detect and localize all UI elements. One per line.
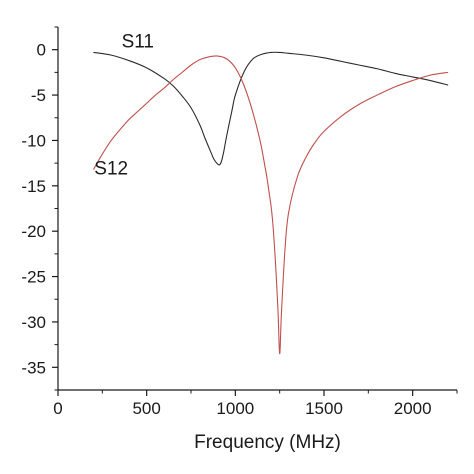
y-tick-label: -5 — [31, 86, 46, 105]
series-label-s12: S12 — [94, 159, 128, 180]
x-tick-label: 2000 — [394, 399, 432, 418]
series-line-s12 — [92, 55, 449, 355]
series-label-s11: S11 — [122, 32, 154, 53]
y-tick-label: -35 — [21, 358, 46, 377]
series-line-s11 — [93, 51, 449, 166]
x-axis-title: Frequency (MHz) — [194, 432, 341, 453]
ticks — [52, 26, 458, 396]
y-tick-label: -10 — [21, 131, 46, 150]
plot-area — [92, 51, 449, 355]
x-tick-label: 1000 — [216, 399, 254, 418]
x-tick-label: 0 — [53, 399, 62, 418]
y-tick-label: -15 — [21, 177, 46, 196]
y-tick-label: -20 — [21, 222, 46, 241]
y-tick-label: -25 — [21, 268, 46, 287]
x-tick-label: 1500 — [305, 399, 343, 418]
labels: 0 500 1000 1500 2000 0 -5 -10 -15 -20 -25 -30 -35 S11… — [21, 32, 431, 418]
x-tick-label: 500 — [132, 399, 160, 418]
y-tick-label: 0 — [37, 41, 46, 60]
axes — [57, 27, 457, 391]
y-tick-label: -30 — [21, 313, 46, 332]
